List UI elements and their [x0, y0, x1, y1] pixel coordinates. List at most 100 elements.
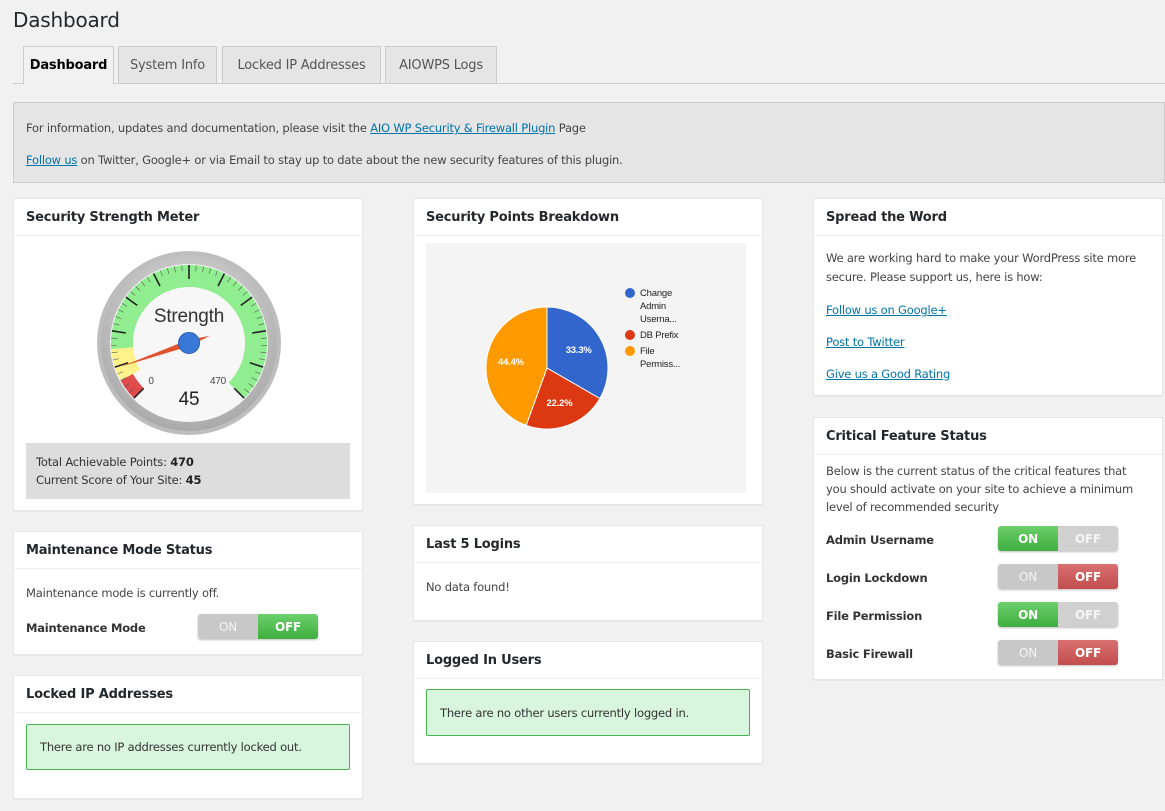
gauge-minor-tick: [124, 383, 130, 388]
gauge-minor-tick: [258, 323, 265, 326]
toggle-on[interactable]: ON: [998, 602, 1058, 627]
basic-firewall-toggle[interactable]: ON OFF: [998, 640, 1118, 665]
toggle-on[interactable]: ON: [998, 640, 1058, 665]
gauge-label: Strength: [154, 306, 224, 327]
info-line-follow: Follow us on Twitter, Google+ or via Ema…: [26, 153, 623, 167]
gauge-minor-tick: [121, 303, 128, 307]
pie-slice[interactable]: [525, 367, 601, 430]
legend-label: Admin: [640, 301, 666, 312]
toggle-off[interactable]: OFF: [1058, 602, 1118, 627]
legend-swatch: [625, 346, 635, 356]
google-plus-link[interactable]: Follow us on Google+: [826, 303, 947, 317]
gauge-value: 45: [179, 389, 200, 410]
critical-text: Below is the current status of the criti…: [826, 464, 1133, 514]
panel-title: Critical Feature Status: [814, 418, 1162, 455]
gauge-major-tick: [133, 387, 145, 399]
pie-slice-label: 33.3%: [566, 345, 593, 356]
legend-label: Change: [640, 288, 672, 299]
gauge-minor-tick: [160, 270, 163, 277]
gauge-minor-tick: [112, 358, 119, 361]
points-pie-chart: 33.3% 22.2% 44.4% Change Admin Userna... DB Pr…: [426, 243, 746, 493]
maintenance-text: Maintenance mode is currently off.: [26, 586, 220, 600]
admin-username-toggle[interactable]: ON OFF: [998, 526, 1118, 551]
pie-slice[interactable]: [546, 306, 609, 400]
twitter-link[interactable]: Post to Twitter: [826, 335, 905, 349]
file-permission-toggle[interactable]: ON OFF: [998, 602, 1118, 627]
gauge-minor-tick: [181, 265, 183, 272]
total-points: Total Achievable Points: 470: [36, 455, 194, 469]
legend-label: Userna...: [640, 314, 677, 325]
locked-ip-panel: Locked IP Addresses There are no IP addr…: [13, 675, 363, 799]
toggle-off[interactable]: OFF: [1058, 526, 1118, 551]
legend-label: File: [640, 346, 655, 357]
pie-slice[interactable]: [485, 306, 548, 426]
feature-label-admin-username: Admin Username: [826, 533, 934, 547]
last-logins-panel: Last 5 Logins No data found!: [413, 525, 763, 621]
nav-tabs: Dashboard System Info Locked IP Addresse…: [13, 46, 1165, 85]
gauge-min-label: 0: [148, 376, 154, 387]
gauge-minor-tick: [117, 371, 124, 375]
feature-label-basic-firewall: Basic Firewall: [826, 647, 913, 661]
tab-system-info[interactable]: System Info: [118, 46, 217, 84]
toggle-off[interactable]: OFF: [1058, 564, 1118, 589]
info-notice: For information, updates and documentati…: [13, 102, 1165, 183]
legend-swatch: [625, 330, 635, 340]
gauge-minor-tick: [254, 309, 260, 313]
follow-us-link[interactable]: Follow us: [26, 153, 78, 167]
gauge-minor-tick: [232, 281, 238, 287]
gauge-minor-tick: [251, 377, 258, 381]
gauge-red-band: [120, 373, 144, 399]
gauge-minor-tick: [113, 323, 120, 326]
panel-title: Security Points Breakdown: [414, 199, 762, 236]
tab-aiowps-logs[interactable]: AIOWPS Logs: [385, 46, 497, 84]
gauge-minor-tick: [208, 268, 212, 274]
page-title: Dashboard: [13, 8, 120, 32]
gauge-minor-tick: [248, 383, 254, 388]
rating-link[interactable]: Give us a Good Rating: [826, 367, 951, 381]
gauge-minor-tick: [146, 276, 151, 283]
gauge-max-label: 470: [210, 376, 227, 387]
panel-title: Security Strength Meter: [14, 199, 362, 236]
gauge-major-tick: [111, 330, 126, 334]
gauge-minor-tick: [111, 351, 118, 354]
gauge-major-tick: [125, 296, 138, 307]
toggle-off[interactable]: OFF: [258, 614, 318, 639]
toggle-off[interactable]: OFF: [1058, 640, 1118, 665]
logged-in-message: There are no other users currently logge…: [426, 689, 750, 736]
gauge-minor-tick: [242, 291, 248, 296]
feature-label-file-permission: File Permission: [826, 609, 923, 623]
gauge-minor-tick: [215, 270, 218, 277]
gauge-minor-tick: [202, 266, 204, 273]
gauge-minor-tick: [174, 266, 176, 273]
toggle-on[interactable]: ON: [998, 564, 1058, 589]
pie-slice-label: 44.4%: [498, 357, 525, 368]
toggle-on[interactable]: ON: [998, 526, 1058, 551]
login-lockdown-toggle[interactable]: ON OFF: [998, 564, 1118, 589]
feature-label-login-lockdown: Login Lockdown: [826, 571, 928, 585]
gauge-minor-tick: [118, 309, 124, 313]
panel-title: Maintenance Mode Status: [14, 532, 362, 569]
maintenance-panel: Maintenance Mode Status Maintenance mode…: [13, 531, 363, 655]
gauge-minor-tick: [238, 285, 243, 291]
current-score: Current Score of Your Site: 45: [36, 473, 202, 487]
spread-text: We are working hard to make your WordPre…: [826, 251, 1137, 284]
gauge-minor-tick: [195, 265, 197, 272]
locked-ip-message: There are no IP addresses currently lock…: [26, 724, 350, 770]
strength-gauge: Strength 0 470 45: [97, 251, 281, 435]
score-summary: Total Achievable Points: 470 Current Sco…: [26, 443, 350, 499]
plugin-page-link[interactable]: AIO WP Security & Firewall Plugin: [370, 121, 556, 135]
gauge-major-tick: [114, 362, 129, 368]
maintenance-toggle[interactable]: ON OFF: [198, 614, 318, 639]
tab-dashboard[interactable]: Dashboard: [23, 46, 114, 85]
gauge-minor-tick: [120, 377, 127, 381]
gauge-major-tick: [240, 296, 253, 307]
gauge-minor-tick: [227, 276, 232, 283]
gauge-minor-tick: [135, 285, 140, 291]
gauge-minor-tick: [244, 388, 250, 393]
spread-panel: Spread the Word We are working hard to m…: [813, 198, 1163, 396]
points-breakdown-panel: Security Points Breakdown 33.3% 22.2% 44.4…: [413, 198, 763, 505]
toggle-on[interactable]: ON: [198, 614, 258, 639]
legend-label: Permiss...: [640, 359, 680, 370]
tab-locked-ip-addresses[interactable]: Locked IP Addresses: [222, 46, 381, 84]
gauge-minor-tick: [256, 316, 263, 319]
